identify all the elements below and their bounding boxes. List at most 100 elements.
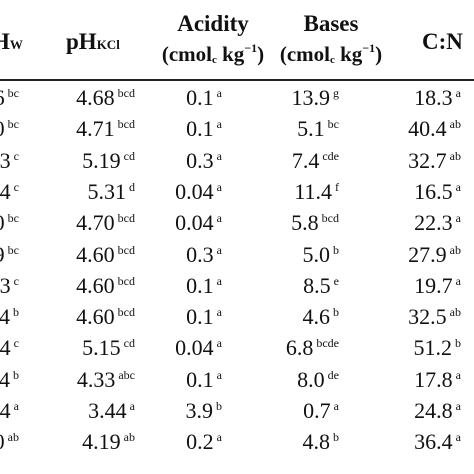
table-row: 4 b 4.60 bcd 0.1 a 4.6 b 32.5 ab [0,301,474,332]
cell-phw-significance-letters: c [13,148,19,163]
cell-cn-significance-letters: ab [449,117,461,132]
cell-cn-value: 18.3 [414,85,453,110]
cell-phw-significance-letters: bc [7,242,19,257]
cell-cn: 32.5 ab [400,301,461,332]
cell-phw-value: 4 [0,178,11,204]
cell-acidity-value: 0.1 [186,366,214,392]
header-bases-unit-open: (cmol [279,42,330,66]
cell-phkcl: 4.33 abc [60,364,135,395]
cell-phkcl: 4.68 bcd [60,82,135,113]
table-row: 3 c 4.60 bcd 0.1 a 8.5 e 19.7 a [0,270,474,301]
cell-acidity-significance-letters: a [216,242,222,257]
cell-acidity-significance-letters: b [216,399,222,413]
cell-phkcl-significance-letters: cd [123,336,135,351]
cell-phkcl-value: 4.68 [76,85,115,110]
cell-acidity-significance-letters: a [216,273,222,288]
cell-bases: 6.8 bcde [265,332,339,363]
cell-phw-significance-letters: ab [7,430,19,445]
cell-phw-significance-letters: bc [7,86,19,100]
cell-cn: 17.8 a [400,364,461,395]
cell-phw-significance-letters: b [13,367,19,382]
header-phkcl-main: pH [66,29,97,54]
cell-acidity-value: 0.1 [186,272,214,298]
cell-phkcl-value: 4.71 [76,116,115,142]
cell-phkcl: 4.19 ab [60,426,135,457]
cell-acidity-value: 0.1 [186,116,214,142]
cell-phkcl-value: 5.15 [82,335,121,361]
cell-phkcl-value: 4.60 [76,304,115,330]
header-cn-main: C:N [422,29,463,54]
cell-bases: 13.9 g [265,82,340,113]
cell-phkcl-significance-letters: bcd [117,273,135,288]
cell-bases: 4.8 b [265,426,340,457]
cell-cn-value: 40.4 [408,116,447,142]
cell-phw-significance-letters: a [13,399,19,413]
header-acidity-unit: (cmolc kg−1) [150,39,276,69]
cell-bases-value: 8.5 [303,272,331,298]
cell-cn-value: 32.5 [408,304,447,330]
cell-acidity: 3.9 b [150,395,223,426]
cell-cn: 51.2 b [400,332,462,363]
cell-acidity: 0.04 a [150,207,222,238]
cell-bases-value: 5.0 [302,241,331,267]
cell-bases-significance-letters: bcd [321,211,339,226]
cell-cn-value: 24.8 [414,398,453,423]
cell-acidity-value: 0.3 [186,241,214,267]
header-acidity-unit-close: ) [257,42,265,66]
cell-cn-significance-letters: a [455,273,461,288]
cell-phkcl-value: 5.19 [82,147,121,173]
cell-phkcl-value: 5.31 [87,178,127,204]
header-rule [0,79,474,81]
cell-cn: 16.5 a [400,176,461,207]
header-acidity-unit-sup: −1 [244,41,258,55]
cell-phw-significance-letters: c [13,179,19,194]
header-bases-unit-sup: −1 [362,41,376,55]
cell-bases-value: 4.8 [302,429,331,455]
cell-acidity-significance-letters: a [216,86,222,100]
cell-phw-value: 4 [0,304,10,330]
cell-acidity: 0.2 a [150,426,222,457]
cell-phkcl-value: 3.44 [88,398,127,423]
cell-phkcl: 4.71 bcd [60,113,135,144]
cell-bases-significance-letters: a [333,399,339,413]
header-phkcl: pHKCl [66,27,120,60]
cell-phw-value: 3 [0,147,11,173]
table-header: HW pHKCl Acidity (cmolc kg−1) Bases (cmo… [0,0,474,76]
cell-acidity: 0.1 a [150,270,222,301]
cell-acidity-significance-letters: a [216,211,222,226]
cell-cn: 22.3 a [400,207,461,238]
cell-cn-value: 22.3 [414,210,453,236]
cell-acidity-significance-letters: a [216,430,222,445]
cell-cn-value: 16.5 [414,178,453,204]
cell-bases-significance-letters: b [333,242,339,257]
cell-bases: 8.0 de [265,364,339,395]
cell-acidity: 0.04 a [150,332,222,363]
cell-phkcl-significance-letters: abc [118,367,135,382]
header-bases: Bases (cmolc kg−1) [268,9,394,69]
header-acidity-unit-sub: c [211,54,217,66]
cell-cn-significance-letters: ab [449,305,461,320]
cell-phkcl-value: 4.60 [76,272,115,298]
cell-cn: 19.7 a [400,270,461,301]
cell-bases: 11.4 f [265,176,339,207]
cell-bases: 0.7 a [265,395,339,426]
cell-bases-value: 8.0 [297,366,325,392]
cell-phkcl-significance-letters: cd [123,148,135,163]
cell-phw: 9bc [0,239,19,270]
cell-acidity: 0.3 a [150,145,222,176]
header-bases-unit-sub: c [329,54,335,66]
cell-cn-significance-letters: a [455,399,461,413]
cell-bases: 7.4 cde [265,145,339,176]
cell-bases-value: 13.9 [291,85,331,110]
cell-cn-significance-letters: a [455,179,461,194]
cell-bases-value: 4.6 [302,304,331,330]
cell-bases-significance-letters: bc [327,117,339,132]
cell-bases: 4.6 b [265,301,340,332]
cell-phw: 0bc [0,113,19,144]
